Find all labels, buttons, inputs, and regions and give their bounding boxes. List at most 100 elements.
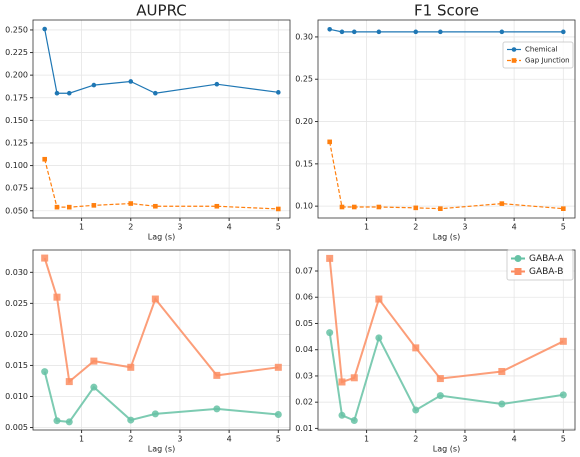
marker	[351, 204, 357, 210]
legend-box	[502, 41, 574, 69]
marker	[338, 378, 346, 386]
x-tick-label: 3	[462, 223, 467, 232]
marker	[213, 371, 221, 379]
y-tick-label: 0.175	[5, 93, 28, 102]
y-tick-label: 0.02	[295, 398, 313, 407]
x-tick-label: 5	[276, 223, 281, 232]
marker	[65, 378, 73, 386]
y-tick-label: 0.10	[295, 202, 313, 211]
y-tick-label: 0.010	[5, 392, 28, 401]
marker	[436, 392, 444, 400]
y-tick-label: 0.005	[5, 423, 28, 432]
plot-frame	[32, 249, 291, 431]
marker	[559, 337, 567, 345]
marker	[413, 205, 419, 211]
x-tick-label: 2	[128, 435, 133, 444]
y-tick-label: 0.07	[295, 266, 313, 275]
legend-marker	[511, 47, 517, 52]
marker	[274, 410, 282, 418]
y-tick-label: 0.01	[295, 424, 313, 433]
y-tick-label: 0.075	[5, 184, 28, 193]
marker	[127, 416, 135, 424]
y-tick-label: 0.06	[295, 293, 313, 302]
y-tick-label: 0.030	[5, 268, 28, 277]
marker	[412, 406, 420, 414]
marker	[350, 417, 358, 425]
marker	[499, 29, 505, 35]
series-line	[43, 257, 279, 384]
x-axis-label: Lag (s)	[433, 445, 460, 454]
y-tick-label: 0.30	[295, 32, 313, 41]
marker	[339, 29, 345, 35]
marker	[90, 357, 98, 365]
x-tick-label: 5	[561, 223, 566, 232]
marker	[66, 204, 72, 210]
y-tick-label: 0.03	[295, 371, 313, 380]
y-tick-label: 0.015	[5, 361, 28, 370]
x-tick-label: 1	[79, 435, 84, 444]
y-tick-label: 0.225	[5, 48, 28, 57]
marker	[350, 374, 358, 382]
y-tick-label: 0.150	[5, 116, 28, 125]
x-tick-label: 3	[177, 435, 182, 444]
marker	[42, 26, 47, 32]
marker	[327, 27, 332, 32]
y-tick-label: 0.050	[5, 206, 28, 215]
x-tick-label: 4	[227, 223, 232, 232]
marker	[561, 206, 566, 211]
marker	[128, 201, 134, 206]
marker	[65, 418, 73, 426]
marker	[53, 293, 61, 301]
y-tick-label: 0.04	[295, 345, 313, 354]
marker	[90, 383, 98, 391]
marker	[128, 79, 134, 84]
x-tick-label: 3	[177, 223, 182, 232]
y-tick-label: 0.05	[295, 319, 313, 328]
marker	[127, 363, 135, 371]
marker	[375, 295, 383, 303]
marker	[214, 203, 220, 209]
y-tick-label: 0.020	[5, 330, 28, 339]
series-line	[44, 159, 279, 210]
legend-marker	[511, 58, 517, 63]
x-tick-label: 2	[128, 223, 133, 232]
marker	[276, 90, 281, 95]
marker	[327, 139, 332, 145]
marker	[498, 400, 506, 408]
y-tick-label: 0.025	[5, 299, 28, 308]
marker	[153, 90, 158, 96]
x-axis-label: Lag (s)	[148, 233, 175, 242]
series-line	[329, 28, 564, 33]
marker	[376, 204, 382, 210]
x-axis-label: Lag (s)	[148, 445, 175, 454]
y-tick-label: 0.125	[5, 138, 28, 147]
y-tick-label: 0.20	[295, 117, 313, 126]
marker	[214, 81, 220, 87]
marker	[351, 29, 357, 35]
chart-title: AUPRC	[136, 2, 186, 20]
x-axis-label: Lag (s)	[433, 233, 460, 242]
marker	[375, 334, 383, 342]
marker	[54, 204, 60, 210]
x-tick-label: 5	[276, 435, 281, 444]
x-tick-label: 1	[364, 223, 369, 232]
plot-frame	[317, 249, 576, 431]
y-tick-label: 0.200	[5, 71, 28, 80]
marker	[338, 411, 346, 419]
series-line	[329, 141, 564, 210]
marker	[54, 90, 60, 96]
marker	[213, 405, 221, 413]
x-tick-label: 1	[79, 223, 84, 232]
marker	[151, 410, 159, 418]
plot-frame	[317, 19, 576, 219]
x-tick-label: 2	[413, 223, 418, 232]
legend-marker	[514, 255, 522, 262]
plot-frame	[32, 19, 291, 219]
legend-label: Chemical	[525, 46, 558, 54]
marker	[412, 344, 420, 352]
marker	[561, 29, 566, 35]
marker	[151, 295, 159, 303]
marker	[91, 82, 97, 88]
marker	[276, 206, 281, 212]
